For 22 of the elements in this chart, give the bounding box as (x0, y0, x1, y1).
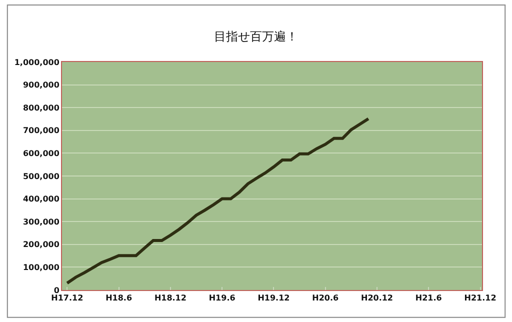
y-tick-label: 200,000 (22, 240, 60, 250)
y-tick-label: 400,000 (22, 194, 60, 204)
y-tick-label: 1,000,000 (14, 58, 60, 67)
y-tick-label: 300,000 (22, 217, 60, 226)
x-tick-label: H20.12 (361, 294, 393, 303)
x-tick-label: H17.12 (51, 294, 84, 303)
x-tick-label: H21.6 (415, 294, 442, 303)
x-tick-label: H18.12 (154, 294, 186, 303)
y-tick-label: 0 (54, 286, 60, 295)
chart-title: 目指せ百万遍！ (214, 30, 298, 44)
x-tick-label: H21.12 (464, 294, 496, 303)
y-tick-label: 700,000 (22, 126, 60, 136)
y-tick-label: 500,000 (22, 172, 60, 181)
x-tick-label: H19.12 (258, 294, 290, 303)
y-tick-label: 100,000 (22, 263, 60, 272)
y-tick-label: 900,000 (22, 80, 60, 90)
y-tick-label: 800,000 (22, 103, 60, 112)
x-tick-label: H20.6 (312, 294, 340, 303)
x-tick-label: H19.6 (208, 294, 236, 303)
y-tick-label: 600,000 (22, 149, 60, 158)
line-series (66, 117, 370, 285)
x-tick-label: H18.6 (106, 294, 132, 303)
